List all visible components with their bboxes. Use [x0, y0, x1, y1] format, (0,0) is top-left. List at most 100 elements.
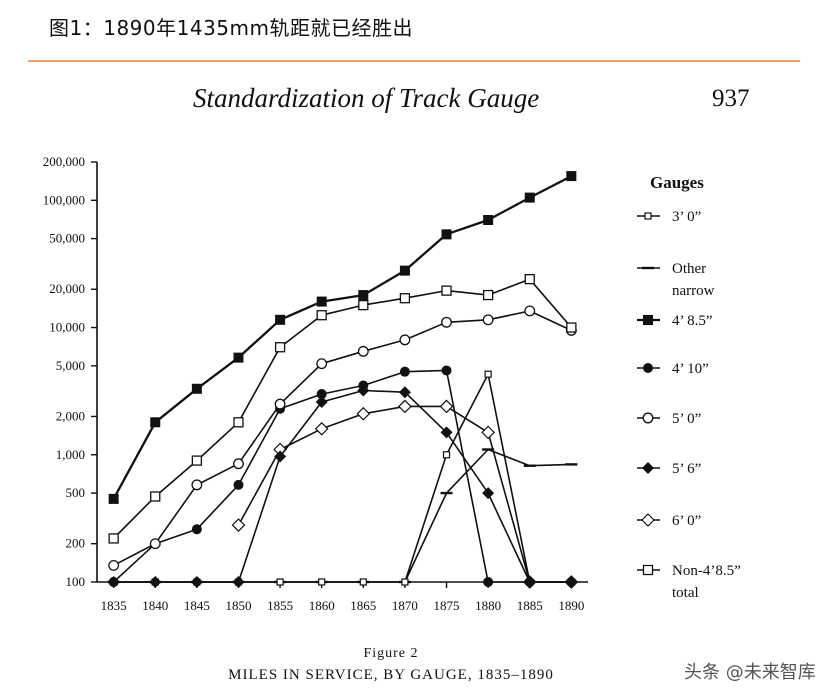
gauge-chart: 100 200 500 1,000 2,000 5,000 10,000 20,000 50,0…: [43, 154, 741, 613]
data-point-6ft: [398, 399, 412, 414]
data-point-4ft85: [108, 493, 119, 504]
watermark: 头条 @未来智库: [684, 662, 816, 683]
data-point-4ft85: [150, 417, 161, 428]
series-line-5ft: [113, 310, 572, 567]
data-point-non-standard-total: [233, 417, 244, 428]
data-point-non-standard-total: [441, 285, 452, 296]
series-layer: [107, 171, 579, 589]
x-tick-label: 1865: [350, 598, 376, 613]
data-point-5ft6: [149, 576, 162, 588]
legend-entry-5ft: 5’ 0”: [637, 411, 701, 427]
data-point-5ft: [108, 559, 120, 571]
legend: Gauges 3’ 0” Other narrow 4’ 8.5” 4’ 10” 5’ 0”…: [637, 173, 741, 601]
y-tick-label: 10,000: [49, 320, 85, 335]
y-tick-label: 20,000: [49, 281, 85, 296]
legend-label: narrow: [672, 283, 715, 299]
legend-entry-other-narrow: Other narrow: [637, 261, 715, 299]
data-point-3ft: [484, 370, 492, 378]
data-point-6ft: [314, 421, 329, 436]
legend-entry-3ft: 3’ 0”: [637, 209, 701, 225]
y-tick-labels: 100 200 500 1,000 2,000 5,000 10,000 20,000 50,0…: [43, 154, 85, 589]
x-tick-label: 1870: [392, 598, 418, 613]
legend-label: 5’ 0”: [672, 411, 701, 427]
data-point-4ft85: [191, 383, 202, 394]
legend-entry-non-standard-total: Non-4’8.5” total: [637, 563, 741, 601]
data-point-5ft: [441, 316, 452, 328]
y-tick-label: 200: [66, 536, 86, 551]
y-tick-label: 1,000: [56, 447, 85, 462]
y-tick-label: 100,000: [43, 192, 85, 207]
y-tick-label: 50,000: [49, 231, 85, 246]
figure-caption: MILES IN SERVICE, BY GAUGE, 1835–1890: [228, 667, 554, 683]
legend-marker: [643, 363, 653, 373]
legend-label: Other: [672, 261, 706, 277]
x-tick-label: 1860: [309, 598, 335, 613]
legend-title: Gauges: [650, 173, 704, 192]
series-line-3ft: [113, 373, 572, 583]
legend-marker: [641, 513, 655, 527]
data-point-non-standard-total: [150, 491, 161, 502]
data-point-5ft6: [440, 426, 453, 439]
data-point-3ft: [442, 451, 451, 459]
data-point-6ft: [231, 518, 246, 532]
data-point-4ft85: [358, 290, 369, 301]
legend-label: 6’ 0”: [672, 513, 701, 529]
data-point-6ft: [356, 406, 371, 421]
series-line-5ft6: [113, 389, 572, 583]
figure-label: Figure 2: [363, 646, 419, 661]
legend-entry-6ft: 6’ 0”: [637, 513, 701, 529]
series-5ft6: [107, 384, 578, 588]
data-point-4ft85: [524, 192, 535, 203]
series-line-4ft10: [113, 369, 572, 583]
x-tick-label: 1855: [267, 598, 293, 613]
legend-label: total: [672, 585, 699, 601]
x-tick-label: 1845: [184, 598, 210, 613]
legend-marker: [644, 212, 652, 220]
x-tick-label: 1840: [142, 598, 168, 613]
data-point-5ft: [482, 314, 494, 326]
legend-label: Non-4’8.5”: [672, 563, 741, 579]
data-point-5ft: [399, 334, 411, 346]
data-point-non-standard-total: [316, 310, 327, 321]
legend-marker: [642, 462, 654, 474]
data-point-6ft: [439, 399, 454, 414]
header-divider: [28, 60, 800, 62]
data-point-5ft6: [315, 395, 328, 408]
data-point-non-standard-total: [274, 342, 286, 353]
data-point-4ft10: [524, 577, 535, 587]
data-point-3ft: [359, 578, 367, 586]
data-point-non-standard-total: [358, 299, 369, 311]
data-point-4ft85: [399, 265, 410, 276]
series-line-non-standard-total: [113, 278, 573, 539]
legend-label: 4’ 10”: [672, 361, 709, 377]
data-point-3ft: [318, 578, 326, 586]
data-point-5ft: [274, 398, 286, 410]
data-point-non-standard-total: [191, 455, 203, 466]
series-4ft85: [108, 171, 577, 504]
legend-label: 3’ 0”: [672, 209, 701, 225]
data-point-4ft85: [233, 352, 244, 363]
data-point-6ft: [481, 425, 495, 440]
data-point-4ft10: [233, 479, 244, 490]
data-point-4ft85: [275, 314, 286, 325]
data-point-4ft10: [191, 524, 202, 535]
x-tick-label: 1835: [101, 598, 127, 613]
running-title: Standardization of Track Gauge: [193, 83, 540, 113]
data-point-non-standard-total: [399, 293, 411, 304]
x-tick-label: 1890: [558, 598, 584, 613]
legend-entry-5ft6: 5’ 6”: [637, 461, 701, 477]
data-point-4ft85: [441, 229, 452, 240]
data-point-non-standard-total: [482, 289, 494, 301]
data-point-5ft: [149, 538, 161, 550]
legend-label: 5’ 6”: [672, 461, 701, 477]
series-non-standard-total: [108, 274, 577, 544]
data-point-4ft85: [483, 215, 494, 226]
data-point-5ft6: [232, 576, 245, 588]
data-point-4ft10: [399, 366, 410, 377]
data-point-4ft10: [483, 577, 494, 587]
data-point-5ft6: [398, 386, 411, 399]
data-point-5ft: [191, 479, 203, 491]
data-point-5ft: [524, 305, 536, 317]
page-number: 937: [712, 85, 750, 112]
legend-label: 4’ 8.5”: [672, 313, 713, 329]
